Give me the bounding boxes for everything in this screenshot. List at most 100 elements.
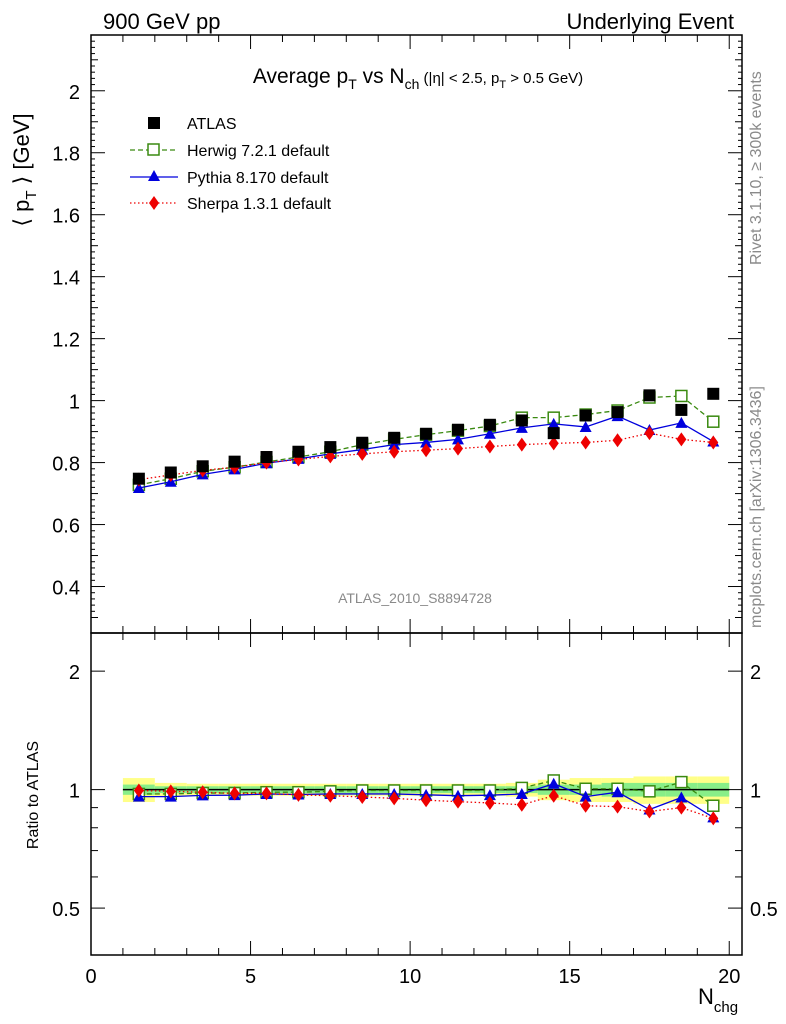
side-text-top: Rivet 3.1.10, ≥ 300k events bbox=[748, 71, 765, 265]
x-tick-label: 5 bbox=[245, 966, 256, 988]
atlas-data-point bbox=[196, 460, 209, 473]
atlas-data-point bbox=[228, 455, 241, 468]
x-tick-label: 20 bbox=[718, 966, 740, 988]
ratio-y-tick-label: 1 bbox=[69, 781, 80, 803]
atlas-data-point bbox=[260, 451, 273, 464]
y-tick-label: 0.6 bbox=[52, 516, 80, 538]
sherpa-point bbox=[548, 436, 559, 451]
herwig-point bbox=[707, 799, 720, 812]
legend-marker-herwig bbox=[147, 143, 160, 156]
sherpa-point bbox=[389, 444, 400, 459]
sherpa-point bbox=[644, 804, 655, 819]
sherpa-point bbox=[612, 799, 623, 814]
analysis-watermark: ATLAS_2010_S8894728 bbox=[338, 590, 492, 606]
atlas-data-point bbox=[675, 403, 688, 416]
x-tick-label: 10 bbox=[399, 966, 421, 988]
sherpa-point bbox=[484, 795, 495, 810]
pythia-point bbox=[611, 786, 624, 798]
pythia-point bbox=[547, 777, 560, 789]
sherpa-point bbox=[165, 784, 176, 799]
sherpa-point bbox=[261, 786, 272, 801]
ratio-plot-frame bbox=[90, 632, 743, 956]
pythia-point bbox=[579, 790, 592, 802]
x-tick-label: 15 bbox=[559, 966, 581, 988]
sherpa-point bbox=[516, 437, 527, 452]
sherpa-point bbox=[325, 788, 336, 803]
sherpa-point bbox=[421, 443, 432, 458]
atlas-data-point bbox=[611, 406, 624, 419]
atlas-data-point bbox=[292, 445, 305, 458]
pythia-point bbox=[515, 421, 528, 433]
ratio-y-tick-label: 0.5 bbox=[52, 899, 80, 921]
atlas-data-point bbox=[420, 427, 433, 440]
sherpa-point bbox=[421, 793, 432, 808]
legend-marker-sherpa bbox=[149, 196, 159, 210]
y-tick-label: 1.4 bbox=[52, 268, 80, 290]
sherpa-point bbox=[580, 798, 591, 813]
atlas-data-point bbox=[547, 427, 560, 440]
legend-label-herwig: Herwig 7.2.1 default bbox=[187, 143, 330, 160]
atlas-data-point bbox=[324, 441, 337, 454]
y-tick-label: 1.2 bbox=[52, 330, 80, 352]
plot-title: Average pT vs Nch (|η| < 2.5, pT > 0.5 G… bbox=[253, 65, 583, 92]
header-right: Underlying Event bbox=[566, 9, 734, 34]
main-series-layer bbox=[132, 387, 720, 493]
atlas-data-point bbox=[388, 431, 401, 444]
pythia-point bbox=[388, 438, 401, 450]
side-text-bottom: mcplots.cern.ch [arXiv:1306.3436] bbox=[748, 386, 765, 628]
herwig-point bbox=[707, 415, 720, 428]
sherpa-point bbox=[548, 788, 559, 803]
ratio-y-tick-label: 2 bbox=[69, 662, 80, 684]
pythia-point bbox=[675, 416, 688, 428]
y-tick-label: 2 bbox=[69, 82, 80, 104]
atlas-data-point bbox=[164, 466, 177, 479]
y-tick-label: 0.4 bbox=[52, 578, 80, 600]
sherpa-point bbox=[452, 794, 463, 809]
y-tick-label: 1 bbox=[69, 392, 80, 414]
sherpa-point bbox=[293, 787, 304, 802]
pythia-point bbox=[483, 789, 496, 801]
pythia-point bbox=[515, 787, 528, 799]
atlas-data-point bbox=[132, 472, 145, 485]
atlas-data-point bbox=[483, 418, 496, 431]
sherpa-point bbox=[644, 426, 655, 441]
pythia-point bbox=[547, 417, 560, 429]
pythia-point bbox=[451, 433, 464, 445]
atlas-data-point bbox=[579, 409, 592, 422]
legend-marker-pythia bbox=[148, 170, 160, 181]
sherpa-point bbox=[484, 439, 495, 454]
ratio-y-tick-label-right: 0.5 bbox=[750, 899, 778, 921]
atlas-data-point bbox=[707, 387, 720, 400]
pythia-point bbox=[579, 420, 592, 432]
sherpa-point bbox=[708, 435, 719, 450]
y-tick-label: 0.8 bbox=[52, 454, 80, 476]
sherpa-point bbox=[452, 441, 463, 456]
sherpa-point bbox=[676, 800, 687, 815]
legend-label-pythia: Pythia 8.170 default bbox=[187, 170, 329, 187]
atlas-data-point bbox=[451, 423, 464, 436]
atlas-data-point bbox=[515, 414, 528, 427]
atlas-data-point bbox=[356, 436, 369, 449]
atlas-data-point bbox=[643, 389, 656, 402]
pythia-point bbox=[483, 427, 496, 439]
legend-marker-atlas bbox=[148, 117, 160, 129]
main-y-axis-label: ⟨ pT ⟩ [GeV] bbox=[9, 113, 40, 226]
sherpa-point bbox=[516, 797, 527, 812]
sherpa-point bbox=[708, 811, 719, 826]
legend: ATLAS Herwig 7.2.1 default Pythia 8.170 … bbox=[130, 116, 332, 213]
ratio-y-axis-label: Ratio to ATLAS bbox=[25, 741, 42, 849]
herwig-point bbox=[675, 389, 688, 403]
sherpa-point bbox=[676, 432, 687, 447]
x-tick-label: 0 bbox=[85, 966, 96, 988]
axes-ticks: 0 5 10 15 20 0.4 0.6 0.8 1 1.2 1.4 1.6 1.8 2 0.5 0.5 1 1 2… bbox=[52, 34, 778, 988]
ratio-series-layer bbox=[132, 774, 720, 826]
sherpa-point bbox=[357, 789, 368, 804]
sherpa-point bbox=[389, 791, 400, 806]
legend-label-atlas: ATLAS bbox=[187, 116, 237, 133]
sherpa-point bbox=[229, 786, 240, 801]
sherpa-point bbox=[580, 435, 591, 450]
pythia-point bbox=[132, 481, 145, 493]
pythia-point bbox=[420, 436, 433, 448]
sherpa-point bbox=[133, 783, 144, 798]
